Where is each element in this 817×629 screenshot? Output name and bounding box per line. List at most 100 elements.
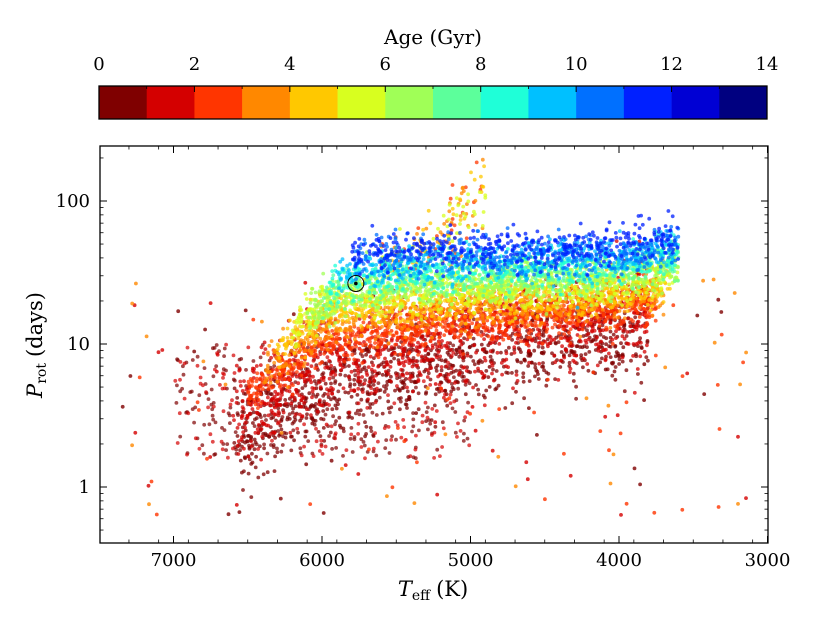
scatter-point [307, 391, 312, 396]
scatter-point [156, 350, 161, 355]
scatter-point [642, 362, 647, 367]
scatter-point [221, 409, 226, 414]
scatter-point [253, 430, 258, 435]
scatter-point [463, 314, 467, 319]
scatter-point [580, 327, 585, 332]
scatter-point [482, 337, 486, 341]
scatter-point [568, 327, 573, 331]
scatter-point [206, 405, 211, 410]
scatter-point [460, 310, 465, 314]
scatter-point [524, 316, 529, 321]
scatter-point [433, 420, 438, 425]
scatter-point [280, 393, 284, 397]
scatter-point [435, 387, 439, 391]
scatter-point [276, 410, 281, 414]
scatter-point [269, 355, 273, 360]
scatter-point [526, 364, 531, 368]
scatter-point [426, 371, 431, 376]
scatter-point [349, 426, 354, 430]
scatter-point [251, 421, 255, 425]
scatter-point [476, 332, 480, 337]
scatter-point [738, 382, 742, 387]
scatter-point [557, 323, 561, 328]
scatter-point [276, 429, 280, 433]
scatter-point [209, 387, 214, 392]
scatter-point [241, 407, 246, 411]
scatter-point [511, 386, 515, 391]
scatter-point [373, 390, 377, 394]
scatter-point [461, 352, 466, 356]
scatter-point [474, 350, 478, 355]
scatter-point [355, 393, 360, 397]
scatter-point [263, 347, 268, 351]
scatter-point [506, 365, 510, 369]
scatter-point [346, 390, 351, 395]
scatter-point [320, 452, 325, 456]
scatter-point [270, 438, 274, 443]
scatter-point [410, 359, 415, 364]
scatter-point [469, 354, 473, 359]
scatter-point [403, 335, 408, 340]
scatter-point [442, 395, 446, 400]
scatter-point [515, 309, 519, 313]
scatter-point [449, 389, 454, 394]
scatter-point [569, 348, 574, 353]
scatter-point [503, 333, 508, 337]
scatter-point [302, 377, 307, 382]
scatter-point [440, 445, 444, 449]
colorbar-tick-label: 2 [189, 54, 200, 75]
scatter-point [293, 412, 298, 417]
scatter-point [185, 345, 190, 350]
scatter-point [265, 470, 270, 475]
scatter-point [529, 360, 534, 365]
scatter-point [296, 366, 301, 370]
scatter-point [613, 377, 618, 382]
scatter-point [416, 391, 421, 396]
scatter-point [614, 329, 618, 334]
scatter-point [291, 406, 295, 411]
scatter-point [633, 315, 638, 320]
scatter-point [277, 365, 281, 370]
colorbar-label: Age (Gyr) [383, 25, 482, 49]
scatter-point [310, 389, 315, 394]
scatter-point [590, 326, 595, 330]
scatter-point [299, 453, 304, 458]
scatter-point [442, 374, 446, 378]
scatter-point [468, 411, 472, 416]
scatter-point [348, 384, 352, 389]
scatter-point [443, 389, 447, 393]
scatter-point [250, 368, 255, 373]
scatter-point [392, 356, 396, 361]
scatter-point [619, 341, 623, 346]
scatter-point [287, 412, 292, 416]
scatter-point [190, 407, 195, 411]
scatter-point [426, 427, 430, 432]
scatter-point [438, 454, 442, 458]
scatter-point [544, 329, 549, 334]
scatter-point [259, 427, 264, 431]
scatter-point [263, 380, 268, 385]
scatter-point [269, 374, 274, 379]
scatter-point [522, 396, 526, 401]
scatter-point [594, 312, 598, 317]
scatter-point [428, 308, 433, 313]
scatter-point [548, 313, 553, 318]
scatter-point [518, 347, 522, 352]
scatter-point [234, 400, 239, 405]
scatter-point [393, 342, 398, 347]
scatter-point [298, 418, 302, 423]
colorbar-tick-label: 8 [475, 54, 486, 75]
scatter-point [558, 365, 563, 369]
scatter-point [289, 342, 294, 346]
scatter-point [376, 334, 381, 339]
scatter-point [359, 348, 364, 353]
scatter-point [397, 396, 401, 401]
scatter-point [275, 446, 279, 451]
scatter-point [252, 397, 257, 402]
scatter-point [569, 303, 574, 308]
scatter-point [180, 386, 185, 391]
scatter-point [471, 336, 476, 341]
scatter-point [553, 377, 557, 381]
scatter-point [261, 472, 266, 477]
scatter-point [554, 316, 559, 321]
